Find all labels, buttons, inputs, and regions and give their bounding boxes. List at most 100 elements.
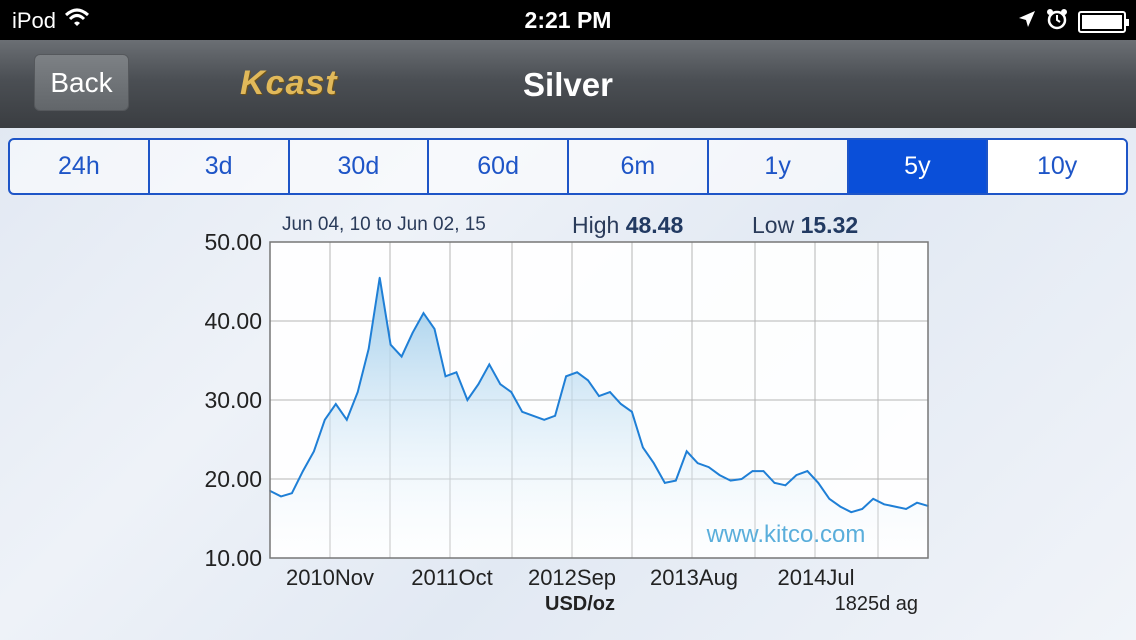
price-point — [378, 276, 381, 279]
price-point — [872, 497, 874, 500]
price-point — [784, 484, 787, 487]
price-point — [664, 482, 666, 484]
price-point — [620, 403, 622, 405]
price-point — [521, 411, 524, 413]
price-point — [850, 511, 853, 513]
price-point — [554, 415, 556, 417]
price-point — [609, 391, 611, 393]
x-tick-label: 2011Oct — [411, 565, 493, 590]
price-point — [773, 482, 776, 484]
price-point — [751, 470, 754, 472]
tab-30d[interactable]: 30d — [290, 140, 430, 193]
status-left: iPod — [12, 8, 90, 34]
price-point — [718, 474, 721, 476]
price-point — [740, 478, 743, 480]
price-point — [565, 375, 567, 378]
price-point — [367, 347, 370, 350]
chart-date-range: Jun 04, 10 to Jun 02, 15 — [282, 214, 486, 235]
price-point — [795, 474, 798, 476]
tab-6m[interactable]: 6m — [569, 140, 709, 193]
price-point — [345, 418, 348, 421]
tab-10y[interactable]: 10y — [988, 140, 1126, 193]
tab-60d[interactable]: 60d — [429, 140, 569, 193]
price-point — [696, 462, 699, 465]
price-point — [762, 470, 765, 472]
period-note: 1825d ag — [835, 593, 918, 615]
y-tick-label: 20.00 — [204, 466, 262, 492]
alarm-clock-icon — [1046, 8, 1068, 35]
status-right — [1018, 8, 1129, 35]
price-point — [477, 383, 480, 385]
price-point — [433, 328, 436, 330]
price-point — [674, 479, 677, 482]
y-tick-label: 40.00 — [204, 308, 262, 334]
price-point — [466, 399, 469, 401]
price-point — [916, 501, 918, 504]
price-point — [729, 479, 732, 482]
price-point — [576, 371, 578, 374]
tab-3d[interactable]: 3d — [150, 140, 290, 193]
price-point — [532, 415, 534, 417]
price-point — [302, 470, 304, 472]
price-point — [905, 508, 907, 510]
chart-low: Low 15.32 — [752, 212, 858, 239]
price-point — [817, 482, 820, 484]
battery-fill — [1082, 14, 1122, 29]
chart-high: High 48.48 — [572, 212, 683, 239]
tab-1y[interactable]: 1y — [709, 140, 849, 193]
unit-label: USD/oz — [545, 593, 615, 615]
y-tick-label: 10.00 — [204, 545, 262, 571]
low-label: Low — [752, 212, 795, 238]
price-point — [894, 505, 896, 508]
tab-24h[interactable]: 24h — [10, 140, 150, 193]
y-tick-label: 30.00 — [204, 387, 262, 413]
location-arrow-icon — [1018, 10, 1036, 33]
price-point — [455, 371, 458, 374]
carrier-label: iPod — [12, 8, 57, 33]
price-point — [587, 379, 589, 382]
battery-icon — [1078, 10, 1129, 33]
wifi-icon — [64, 8, 90, 34]
price-point — [828, 497, 831, 500]
price-point — [883, 503, 885, 506]
page-title: Silver — [523, 66, 613, 103]
price-point — [444, 375, 447, 378]
price-point — [411, 332, 414, 334]
price-point — [861, 508, 863, 510]
x-tick-label: 2014Jul — [777, 565, 854, 590]
price-point — [291, 492, 293, 495]
price-point — [653, 462, 655, 465]
price-point — [499, 383, 502, 385]
back-button[interactable]: Back — [34, 54, 129, 111]
price-point — [356, 391, 359, 393]
price-point — [280, 495, 282, 498]
navigation-bar: Back Kcast Silver — [0, 40, 1136, 128]
time-range-tabs: 24h 3d 30d 60d 6m 1y 5y 10y — [8, 138, 1128, 195]
x-tick-label: 2010Nov — [286, 565, 374, 590]
status-bar: iPod 2:21 PM — [0, 0, 1136, 40]
price-point — [839, 505, 842, 508]
high-label: High — [572, 212, 620, 238]
y-tick-label: 50.00 — [204, 229, 262, 255]
low-value: 15.32 — [800, 212, 859, 238]
watermark-text: www.kitco.com — [706, 521, 866, 548]
price-point — [488, 363, 491, 366]
price-point — [422, 312, 425, 314]
x-tick-label: 2012Sep — [528, 565, 616, 590]
price-area — [270, 277, 928, 558]
high-value: 48.48 — [625, 212, 684, 238]
price-point — [806, 470, 809, 472]
status-time: 2:21 PM — [524, 7, 612, 33]
price-point — [324, 418, 326, 421]
price-point — [510, 391, 513, 393]
price-point — [707, 466, 710, 468]
kcast-logo: Kcast — [240, 64, 338, 102]
price-point — [335, 403, 337, 405]
price-point — [313, 450, 315, 453]
plot-frame — [269, 241, 929, 559]
price-chart: Jun 04, 10 to Jun 02, 15 High 48.48 Low … — [0, 200, 1136, 640]
tab-5y[interactable]: 5y — [848, 140, 989, 193]
x-tick-label: 2013Aug — [650, 565, 738, 590]
price-point — [631, 411, 633, 413]
chart-canvas: 50.00 40.00 30.00 20.00 10.00 2010Nov 2011Oct 2… — [204, 229, 929, 615]
